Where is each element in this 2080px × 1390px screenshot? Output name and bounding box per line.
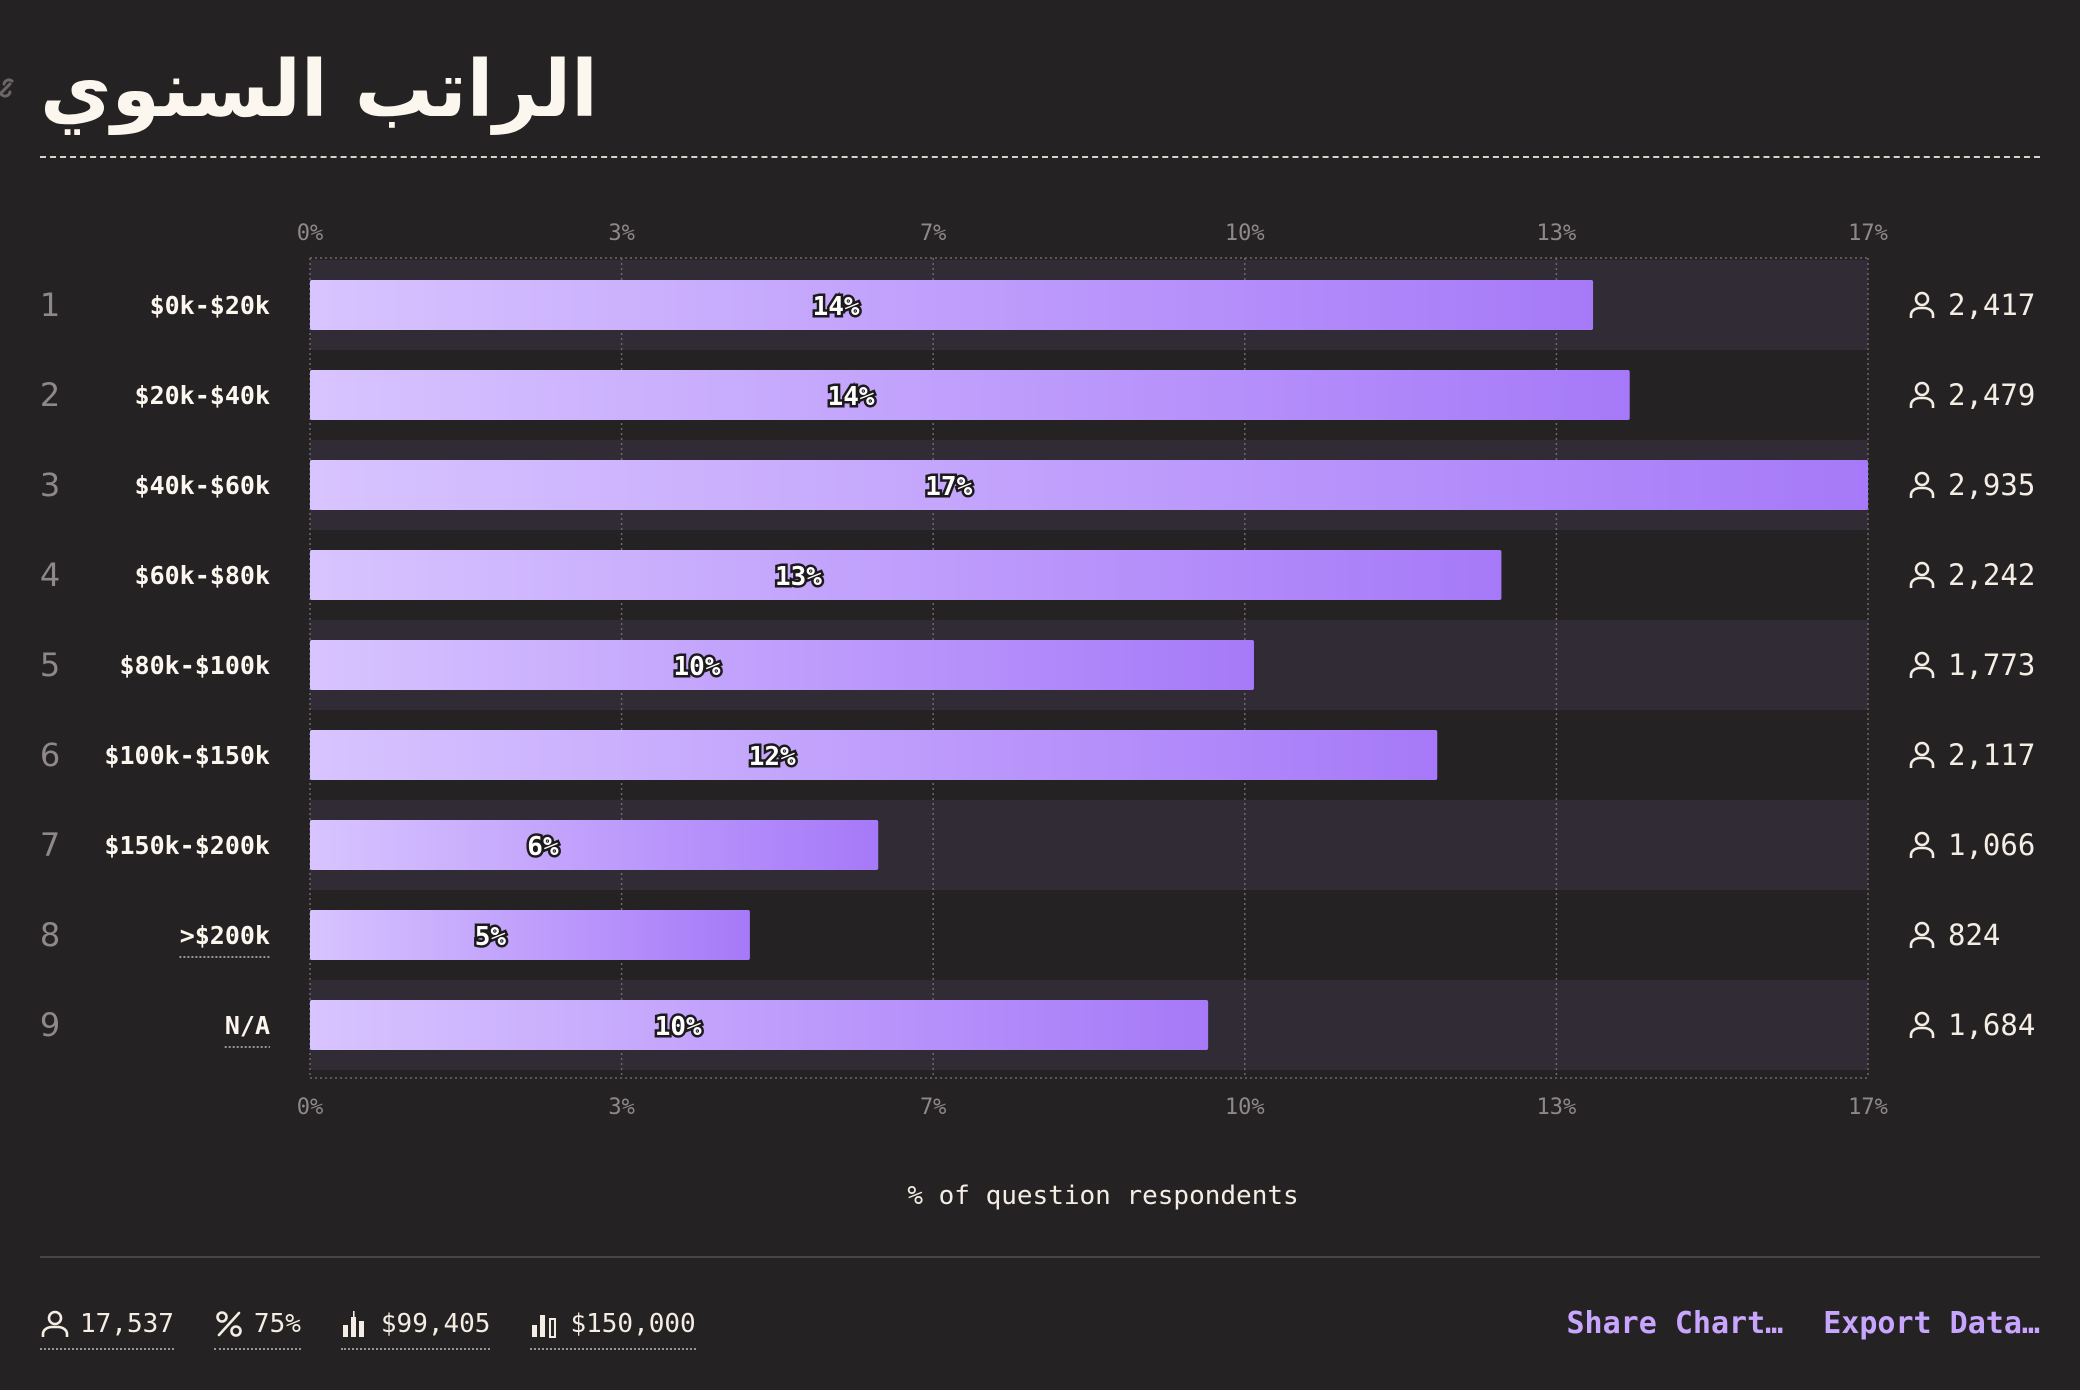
salary-bar-chart: 14% 14% 17% 13% 10% 12% 6% 5% 10% 0% 0% 3% 3% 7% 7% 10…: [40, 221, 2035, 1211]
bar-value-label: 14%: [813, 292, 860, 322]
stat-respondents[interactable]: 17,537: [40, 1304, 174, 1350]
bar[interactable]: [310, 550, 1502, 600]
category-label[interactable]: $150k-$200k: [104, 831, 270, 860]
user-icon: [1909, 561, 1935, 588]
bar[interactable]: [310, 910, 750, 960]
category-label[interactable]: $0k-$20k: [150, 291, 270, 320]
user-icon: [1909, 1011, 1935, 1038]
category-label[interactable]: $60k-$80k: [135, 561, 270, 590]
x-axis-label: % of question respondents: [907, 1181, 1298, 1211]
x-tick-label-bottom: 17%: [1848, 1095, 1888, 1120]
row-rank: 9: [40, 1006, 60, 1044]
median-bars-icon: [532, 1315, 557, 1338]
user-icon: [1909, 291, 1935, 318]
category-label[interactable]: N/A: [225, 1011, 270, 1040]
row-rank: 8: [40, 916, 60, 954]
respondent-count: 824: [1948, 918, 2000, 952]
user-icon: [41, 1310, 69, 1337]
page-title: الراتب السنوي: [40, 45, 598, 135]
row-rank: 6: [40, 736, 60, 774]
respondent-count: 2,242: [1948, 558, 2035, 592]
average-bars-icon: [342, 1311, 364, 1337]
bar-value-label: 10%: [674, 652, 721, 682]
row-rank: 4: [40, 556, 60, 594]
user-icon: [1909, 741, 1935, 768]
stat-percent-value: 75%: [253, 1309, 301, 1339]
footer-divider: [40, 1256, 2040, 1258]
row-rank: 7: [40, 826, 60, 864]
share-chart-button[interactable]: Share Chart…: [1566, 1306, 1784, 1341]
x-tick-label-top: 17%: [1848, 221, 1888, 246]
stat-median-value: $150,000: [570, 1309, 696, 1339]
bar[interactable]: [310, 460, 1868, 510]
respondent-count: 2,117: [1948, 738, 2035, 772]
bar[interactable]: [310, 640, 1254, 690]
user-icon: [1909, 831, 1935, 858]
user-icon: [1909, 471, 1935, 498]
respondent-count: 2,417: [1948, 288, 2035, 322]
stat-average-value: $99,405: [380, 1309, 491, 1339]
bar-value-label: 17%: [925, 472, 972, 502]
x-tick-label-bottom: 10%: [1225, 1095, 1265, 1120]
category-label[interactable]: $80k-$100k: [119, 651, 270, 680]
user-icon: [1909, 921, 1935, 948]
bar-value-label: 10%: [655, 1012, 702, 1042]
bar-value-label: 5%: [475, 922, 507, 952]
user-icon: [1909, 651, 1935, 678]
row-rank: 5: [40, 646, 60, 684]
bar-value-label: 6%: [527, 832, 559, 862]
category-label[interactable]: $40k-$60k: [135, 471, 270, 500]
respondent-count: 1,684: [1948, 1008, 2035, 1042]
x-tick-label-bottom: 13%: [1537, 1095, 1577, 1120]
x-tick-label-top: 3%: [608, 221, 635, 246]
x-tick-label-top: 7%: [920, 221, 947, 246]
bar-value-label: 13%: [775, 562, 822, 592]
row-rank: 3: [40, 466, 60, 504]
stat-median[interactable]: $150,000: [530, 1304, 696, 1350]
link-icon[interactable]: [0, 74, 18, 102]
respondent-count: 1,066: [1948, 828, 2035, 862]
user-icon: [1909, 381, 1935, 408]
bar[interactable]: [310, 1000, 1209, 1050]
row-rank: 2: [40, 376, 60, 414]
bar-value-label: 14%: [828, 382, 875, 412]
stat-average[interactable]: $99,405: [340, 1304, 491, 1350]
title-divider: [40, 156, 2040, 158]
respondent-count: 2,935: [1948, 468, 2035, 502]
x-tick-label-top: 0%: [297, 221, 324, 246]
summary-stats: 17,537 75% $99,405: [40, 1304, 696, 1350]
x-tick-label-top: 13%: [1537, 221, 1577, 246]
x-tick-label-bottom: 0%: [297, 1095, 324, 1120]
respondent-count: 1,773: [1948, 648, 2035, 682]
x-tick-label-bottom: 7%: [920, 1095, 947, 1120]
bar-value-label: 12%: [749, 742, 796, 772]
respondent-count: 2,479: [1948, 378, 2035, 412]
category-label[interactable]: >$200k: [180, 921, 270, 950]
chart-actions: Share Chart… Export Data…: [1567, 1306, 2041, 1341]
stat-respondents-value: 17,537: [80, 1309, 174, 1339]
x-tick-label-top: 10%: [1225, 221, 1265, 246]
bar[interactable]: [310, 730, 1438, 780]
x-tick-label-bottom: 3%: [608, 1095, 635, 1120]
stat-percent[interactable]: 75%: [213, 1304, 301, 1350]
category-label[interactable]: $100k-$150k: [104, 741, 270, 770]
bar[interactable]: [310, 280, 1594, 330]
export-data-button[interactable]: Export Data…: [1823, 1306, 2040, 1341]
percent-icon: [216, 1311, 242, 1337]
bar[interactable]: [310, 820, 879, 870]
row-rank: 1: [40, 286, 60, 324]
bar[interactable]: [310, 370, 1630, 420]
category-label[interactable]: $20k-$40k: [135, 381, 270, 410]
